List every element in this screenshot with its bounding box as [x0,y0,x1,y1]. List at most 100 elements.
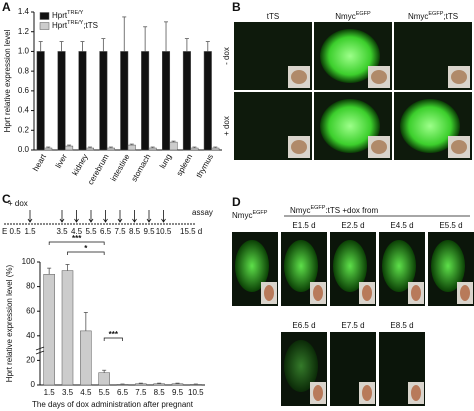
inset-embryo [411,385,421,401]
stage-label: E5.5 d [439,221,462,230]
significance-label: *** [109,330,119,339]
inset-embryo [313,285,323,301]
bar [190,147,199,151]
superscript: TRE/Y [67,20,84,26]
panel-label: D [232,195,241,209]
dox-arrow [27,210,33,223]
y-axis-label: Hprt relative expression level (%) [5,264,14,382]
timeline-label: 9.5 [143,227,155,236]
dox-arrow [103,210,108,223]
significance-label: *** [72,234,82,243]
superscript: EGFP [356,11,371,17]
stage-label: E8.5 d [390,321,413,330]
significance-bracket [48,241,105,245]
x-tick-label: 6.5 [117,388,129,397]
x-tick-label: stomach [130,153,153,184]
timeline-label: 6.5 [100,227,112,236]
panel-label: C [2,192,11,206]
stage-label: E2.5 d [341,221,364,230]
superscript: TRE/Y [67,10,84,16]
brain-fluorescence [320,29,380,83]
dox-arrow [132,210,137,223]
panel-label: B [232,0,241,14]
significance-bracket [67,251,105,255]
x-tick-label: 9.5 [172,388,184,397]
bar [169,141,178,151]
superscript: EGFP [252,210,267,216]
text-part: Nmyc [232,211,252,220]
x-tick-label: 10.5 [188,388,204,397]
text-part: ;tTS [83,21,98,30]
x-tick-label: 1.5 [44,388,56,397]
y-tick-label: 80 [26,282,35,291]
embryo-fluorescence [431,240,465,292]
x-tick-label: thymus [194,153,215,180]
axis-break [35,346,45,355]
text-part: tTS [267,12,279,21]
stage-label: E7.5 d [341,321,364,330]
text-part: Nmyc [335,12,355,21]
inset-brain [451,70,467,84]
inset-brain [451,140,467,154]
x-tick-label: 4.5 [80,388,92,397]
bar [190,384,202,386]
text-part: Nmyc [290,206,310,215]
y-tick-label: 0.4 [18,106,30,115]
timeline-label: 8.5 [129,227,141,236]
y-tick-label: 0.8 [18,66,30,75]
y-tick-label: 1.2 [18,27,30,36]
y-tick-label: 0.6 [18,86,30,95]
column-label: tTS [267,12,279,21]
x-tick-label: lung [158,153,173,171]
bar [116,384,129,386]
bar [65,145,74,151]
y-tick-label: 60 [26,306,35,315]
inset-brain [371,140,387,154]
inset-brain [371,70,387,84]
stage-label: E4.5 d [390,221,413,230]
control-label: NmycEGFP [232,210,268,220]
dox-arrow [146,210,152,223]
bar [127,144,136,151]
y-tick-label: 40 [26,331,35,340]
bar [162,51,171,151]
bar [80,330,92,386]
bar [85,147,94,151]
y-tick-label: 1.0 [18,47,30,56]
embryo-fluorescence [284,340,318,392]
inset-embryo [411,285,421,301]
inset-brain [291,140,307,154]
inset-brain [291,70,307,84]
dox-arrow [88,210,94,223]
significance-bracket [103,337,123,341]
x-tick-label: liver [54,152,69,169]
timeline-label: 10.5 [156,227,172,236]
bar [171,383,184,386]
text-part: ;tTS [443,12,458,21]
superscript: EGFP [310,205,325,211]
legend-label: HprtTRE/Y [52,10,84,20]
timeline-label: 1.5 [24,227,36,236]
significance-label: * [84,244,88,253]
y-tick-label: 0.2 [18,125,30,134]
timeline-assay: assay [192,208,213,217]
y-tick-label: 100 [22,257,36,266]
inset-embryo [460,285,470,301]
embryo-fluorescence [284,240,318,292]
bar [135,383,147,386]
inset-embryo [313,385,323,401]
y-tick-label: 0 [31,380,36,389]
x-tick-label: spleen [175,153,195,178]
stage-label: E1.5 d [292,221,315,230]
inset-embryo [362,385,372,401]
bar [106,147,115,151]
x-tick-label: intestine [109,152,132,183]
timeline-label: 5.5 [85,227,97,236]
dox-arrow [74,210,79,223]
bar [182,51,191,151]
bar [98,372,110,386]
column-label: NmycEGFP [335,11,371,21]
x-axis-label: The days of dox administration after pre… [32,400,194,409]
bar [148,147,157,151]
